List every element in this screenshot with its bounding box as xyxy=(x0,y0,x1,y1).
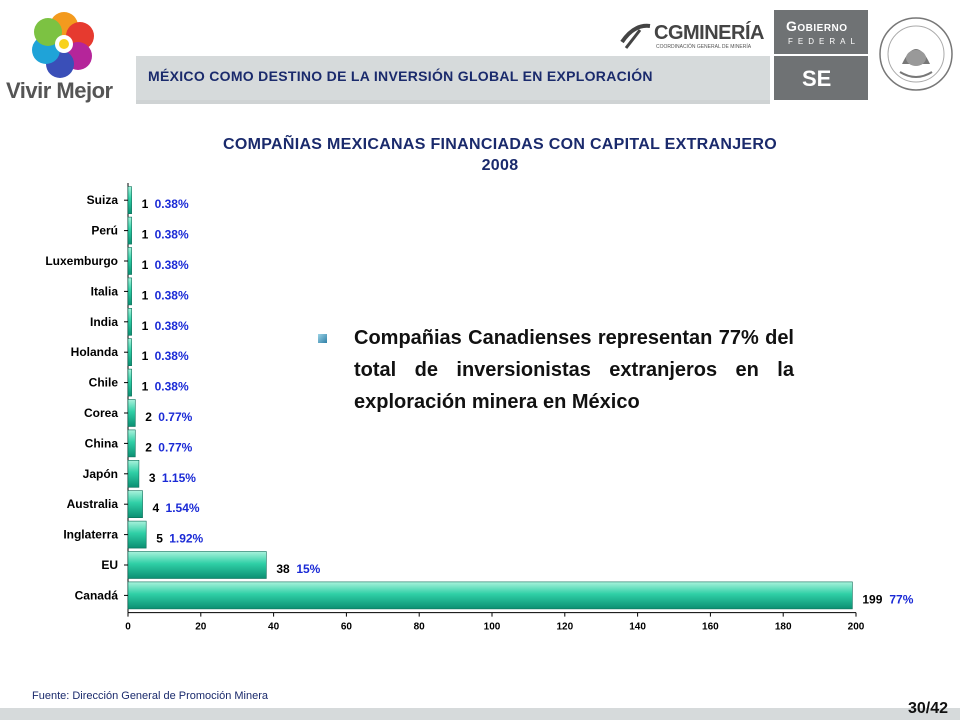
mexico-seal-icon xyxy=(879,17,953,91)
category-label: India xyxy=(90,315,118,329)
percent-label: 1.54% xyxy=(166,501,200,515)
x-tick-label: 100 xyxy=(484,622,501,633)
bar-china xyxy=(127,429,136,458)
value-label: 2 xyxy=(145,440,152,454)
bar-luxemburgo xyxy=(127,247,132,275)
value-label: 4 xyxy=(153,501,160,515)
cgmineria-subtext: COORDINACIÓN GENERAL DE MINERÍA xyxy=(656,44,752,50)
source-note: Fuente: Dirección General de Promoción M… xyxy=(32,690,269,702)
chart-subtitle: 2008 xyxy=(481,157,519,174)
bar-chart: Suiza 1 0.38% Perú 1 0.38% Luxemburgo 1 0.38% Ita… xyxy=(45,183,914,633)
chart-title: COMPAÑIAS MEXICANAS FINANCIADAS CON CAPI… xyxy=(222,136,777,153)
bar-italia xyxy=(127,277,132,306)
percent-label: 0.38% xyxy=(155,319,189,333)
pickaxe-icon xyxy=(620,23,651,49)
bar-japón xyxy=(127,459,140,488)
percent-label: 0.38% xyxy=(155,258,189,272)
category-label: Canadá xyxy=(75,588,119,602)
category-label: EU xyxy=(101,558,118,572)
category-label: Perú xyxy=(91,224,118,238)
percent-label: 0.77% xyxy=(158,440,192,454)
percent-label: 0.77% xyxy=(158,410,192,424)
category-label: Suiza xyxy=(87,193,119,207)
percent-label: 1.15% xyxy=(162,471,196,485)
bar-australia xyxy=(127,490,143,519)
percent-label: 15% xyxy=(296,562,320,576)
x-tick-label: 20 xyxy=(195,622,207,633)
x-tick-label: 40 xyxy=(268,622,280,633)
value-label: 199 xyxy=(862,592,882,606)
x-tick-label: 120 xyxy=(556,622,573,633)
x-tick-label: 0 xyxy=(125,622,131,633)
chart-title-block: COMPAÑIAS MEXICANAS FINANCIADAS CON CAPI… xyxy=(110,134,890,176)
percent-label: 0.38% xyxy=(155,380,189,394)
x-tick-label: 60 xyxy=(341,622,353,633)
value-label: 1 xyxy=(142,197,149,211)
percent-label: 0.38% xyxy=(155,228,189,242)
x-tick-label: 160 xyxy=(702,622,719,633)
percent-label: 0.38% xyxy=(155,288,189,302)
footer-bar xyxy=(0,708,960,720)
page-number: 30/42 xyxy=(907,700,948,717)
category-label: Chile xyxy=(89,376,119,390)
bar-canadá xyxy=(127,581,853,610)
percent-label: 77% xyxy=(889,592,913,606)
percent-label: 0.38% xyxy=(155,349,189,363)
value-label: 1 xyxy=(142,258,149,272)
se-text: SE xyxy=(802,66,832,91)
category-label: Holanda xyxy=(71,345,119,359)
x-tick-label: 80 xyxy=(414,622,426,633)
bar-eu xyxy=(127,551,267,579)
bar-corea xyxy=(127,399,136,427)
percent-label: 1.92% xyxy=(169,532,203,546)
value-label: 5 xyxy=(156,532,163,546)
gobierno-title: Gobierno xyxy=(786,18,848,34)
value-label: 1 xyxy=(142,380,149,394)
value-label: 38 xyxy=(276,562,290,576)
value-label: 2 xyxy=(145,410,152,424)
value-label: 3 xyxy=(149,471,156,485)
value-label: 1 xyxy=(142,349,149,363)
bar-chile xyxy=(127,368,132,397)
header: Vivir Mejor MÉXICO COMO DESTINO DE LA IN… xyxy=(0,0,960,104)
x-tick-label: 140 xyxy=(629,622,646,633)
banner-title: MÉXICO COMO DESTINO DE LA INVERSIÓN GLOB… xyxy=(148,68,653,84)
value-label: 1 xyxy=(142,228,149,242)
bar-india xyxy=(127,308,132,336)
category-label: Inglaterra xyxy=(63,528,118,542)
cgmineria-logo: CGMINERÍA COORDINACIÓN GENERAL DE MINERÍ… xyxy=(620,18,768,54)
x-tick-label: 180 xyxy=(775,622,792,633)
cgmineria-text: CGMINERÍA xyxy=(654,22,764,44)
se-logo: SE xyxy=(774,56,868,100)
category-label: Corea xyxy=(84,406,118,420)
flower-logo-icon xyxy=(32,12,94,78)
category-label: Luxemburgo xyxy=(45,254,118,268)
header-banner: MÉXICO COMO DESTINO DE LA INVERSIÓN GLOB… xyxy=(136,56,770,100)
percent-label: 0.38% xyxy=(155,197,189,211)
bar-holanda xyxy=(127,338,132,366)
value-label: 1 xyxy=(142,319,149,333)
callout-text: Compañias Canadienses representan 77% de… xyxy=(354,327,794,413)
category-label: China xyxy=(85,436,119,450)
category-label: Italia xyxy=(91,284,119,298)
bar-suiza xyxy=(127,186,132,214)
bullet-icon xyxy=(318,334,327,343)
vivir-mejor-text: Vivir Mejor xyxy=(6,78,113,103)
gobierno-subtitle: FEDERAL xyxy=(788,37,860,46)
bar-perú xyxy=(127,216,132,245)
x-tick-label: 200 xyxy=(848,622,865,633)
bar-inglaterra xyxy=(127,520,147,549)
vivir-mejor-logo: Vivir Mejor xyxy=(0,8,136,103)
gobierno-federal-logo: Gobierno FEDERAL xyxy=(774,10,868,54)
category-label: Japón xyxy=(83,467,118,481)
category-label: Australia xyxy=(67,497,119,511)
value-label: 1 xyxy=(142,288,149,302)
chart-plot-area: Suiza 1 0.38% Perú 1 0.38% Luxemburgo 1 0.38% Ita… xyxy=(45,183,914,633)
